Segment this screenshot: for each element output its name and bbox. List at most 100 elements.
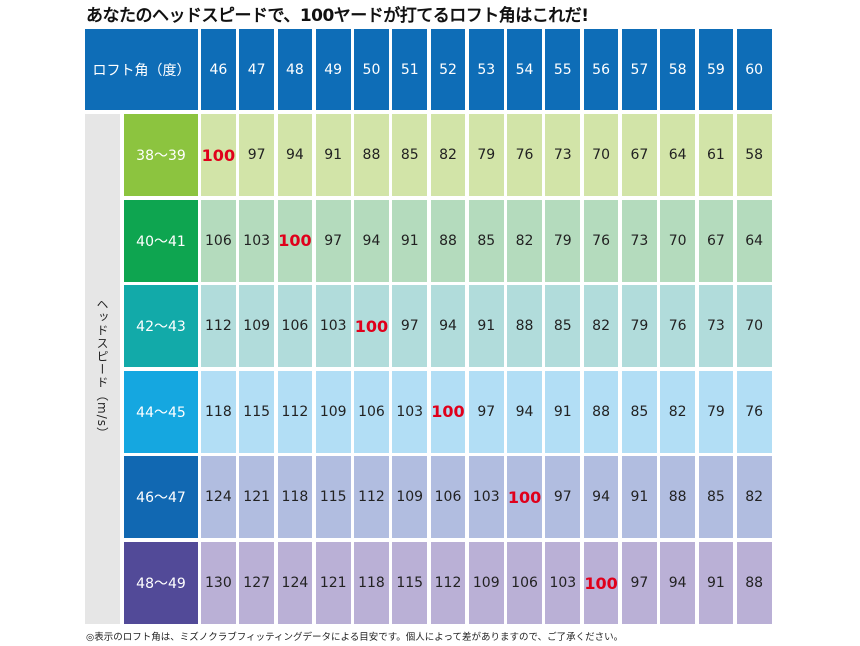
column-header: 54 — [507, 29, 542, 110]
table-cell: 82 — [660, 370, 695, 453]
table-cell: 127 — [239, 542, 275, 624]
table-cell: 79 — [468, 114, 504, 196]
table-cell-highlight: 100 — [201, 114, 236, 196]
table-cell: 94 — [660, 542, 695, 624]
table-cell: 61 — [698, 114, 734, 196]
table-cell: 94 — [430, 285, 466, 368]
table-cell: 106 — [277, 285, 313, 368]
table-cell: 109 — [315, 370, 351, 453]
table-cell: 124 — [201, 456, 236, 539]
column-header: 59 — [698, 29, 734, 110]
column-header: 60 — [736, 29, 772, 110]
table-cell: 124 — [277, 542, 313, 624]
table-cell: 109 — [239, 285, 275, 368]
row-header: 38〜39 — [124, 114, 198, 196]
table-cell: 97 — [621, 542, 657, 624]
table-cell: 88 — [736, 542, 772, 624]
table-cell: 97 — [392, 285, 428, 368]
table-cell: 115 — [315, 456, 351, 539]
table-cell: 88 — [507, 285, 542, 368]
table-cell: 85 — [621, 370, 657, 453]
row-header: 42〜43 — [124, 285, 198, 368]
corner-header: ロフト角（度） — [85, 29, 198, 110]
table-cell: 91 — [698, 542, 734, 624]
table-cell-highlight: 100 — [507, 456, 542, 539]
table-cell: 103 — [468, 456, 504, 539]
table-cell: 112 — [277, 370, 313, 453]
table-cell: 70 — [736, 285, 772, 368]
table-cell: 70 — [660, 199, 695, 282]
table-cell: 118 — [277, 456, 313, 539]
table-cell: 91 — [392, 199, 428, 282]
table-cell: 112 — [354, 456, 389, 539]
table-cell: 85 — [392, 114, 428, 196]
table-cell: 94 — [507, 370, 542, 453]
column-header: 50 — [354, 29, 389, 110]
table-cell: 88 — [660, 456, 695, 539]
table-cell: 85 — [545, 285, 581, 368]
table-cell: 109 — [468, 542, 504, 624]
row-header: 40〜41 — [124, 199, 198, 282]
table-cell: 82 — [736, 456, 772, 539]
table-cell: 106 — [430, 456, 466, 539]
table-cell: 103 — [392, 370, 428, 453]
table-cell: 121 — [239, 456, 275, 539]
page-title: あなたのヘッドスピードで、100ヤードが打てるロフト角はこれだ! — [86, 6, 589, 26]
table-cell: 115 — [392, 542, 428, 624]
table-cell: 76 — [736, 370, 772, 453]
table-cell: 118 — [201, 370, 236, 453]
table-cell: 109 — [392, 456, 428, 539]
table-cell: 106 — [507, 542, 542, 624]
table-cell-highlight: 100 — [430, 370, 466, 453]
row-axis-label: ヘッドスピード（m/s） — [85, 114, 120, 624]
table-cell: 91 — [621, 456, 657, 539]
table-cell: 106 — [354, 370, 389, 453]
table-cell: 82 — [430, 114, 466, 196]
table-cell: 115 — [239, 370, 275, 453]
table-cell: 88 — [430, 199, 466, 282]
table-cell: 70 — [583, 114, 619, 196]
table-cell-highlight: 100 — [277, 199, 313, 282]
column-header: 47 — [239, 29, 275, 110]
column-header: 49 — [315, 29, 351, 110]
table-cell: 76 — [507, 114, 542, 196]
column-header: 58 — [660, 29, 695, 110]
table-cell-highlight: 100 — [354, 285, 389, 368]
column-header: 52 — [430, 29, 466, 110]
table-cell: 73 — [698, 285, 734, 368]
table-cell-highlight: 100 — [583, 542, 619, 624]
table-cell: 88 — [354, 114, 389, 196]
row-header: 48〜49 — [124, 542, 198, 624]
table-cell: 79 — [698, 370, 734, 453]
table-cell: 97 — [315, 199, 351, 282]
table-cell: 58 — [736, 114, 772, 196]
table-cell: 88 — [583, 370, 619, 453]
row-header: 46〜47 — [124, 456, 198, 539]
column-header: 57 — [621, 29, 657, 110]
table-cell: 76 — [583, 199, 619, 282]
table-cell: 118 — [354, 542, 389, 624]
table-cell: 82 — [583, 285, 619, 368]
table-cell: 79 — [545, 199, 581, 282]
table-cell: 130 — [201, 542, 236, 624]
table-cell: 85 — [698, 456, 734, 539]
table-cell: 64 — [736, 199, 772, 282]
column-header: 48 — [277, 29, 313, 110]
table-cell: 112 — [201, 285, 236, 368]
table-cell: 91 — [315, 114, 351, 196]
footnote: ◎表示のロフト角は、ミズノクラブフィッティングデータによる目安です。個人によって… — [86, 632, 624, 643]
table-cell: 121 — [315, 542, 351, 624]
row-header: 44〜45 — [124, 370, 198, 453]
table-cell: 106 — [201, 199, 236, 282]
table-cell: 103 — [315, 285, 351, 368]
table-cell: 94 — [354, 199, 389, 282]
table-cell: 76 — [660, 285, 695, 368]
table-cell: 97 — [468, 370, 504, 453]
loft-table: ロフト角（度） ヘッドスピード（m/s） 46 47 48 49 50 51 52 53 54 5… — [85, 29, 775, 624]
table-cell: 103 — [239, 199, 275, 282]
table-cell: 85 — [468, 199, 504, 282]
table-cell: 73 — [621, 199, 657, 282]
table-cell: 94 — [277, 114, 313, 196]
table-cell: 67 — [621, 114, 657, 196]
table-cell: 97 — [545, 456, 581, 539]
